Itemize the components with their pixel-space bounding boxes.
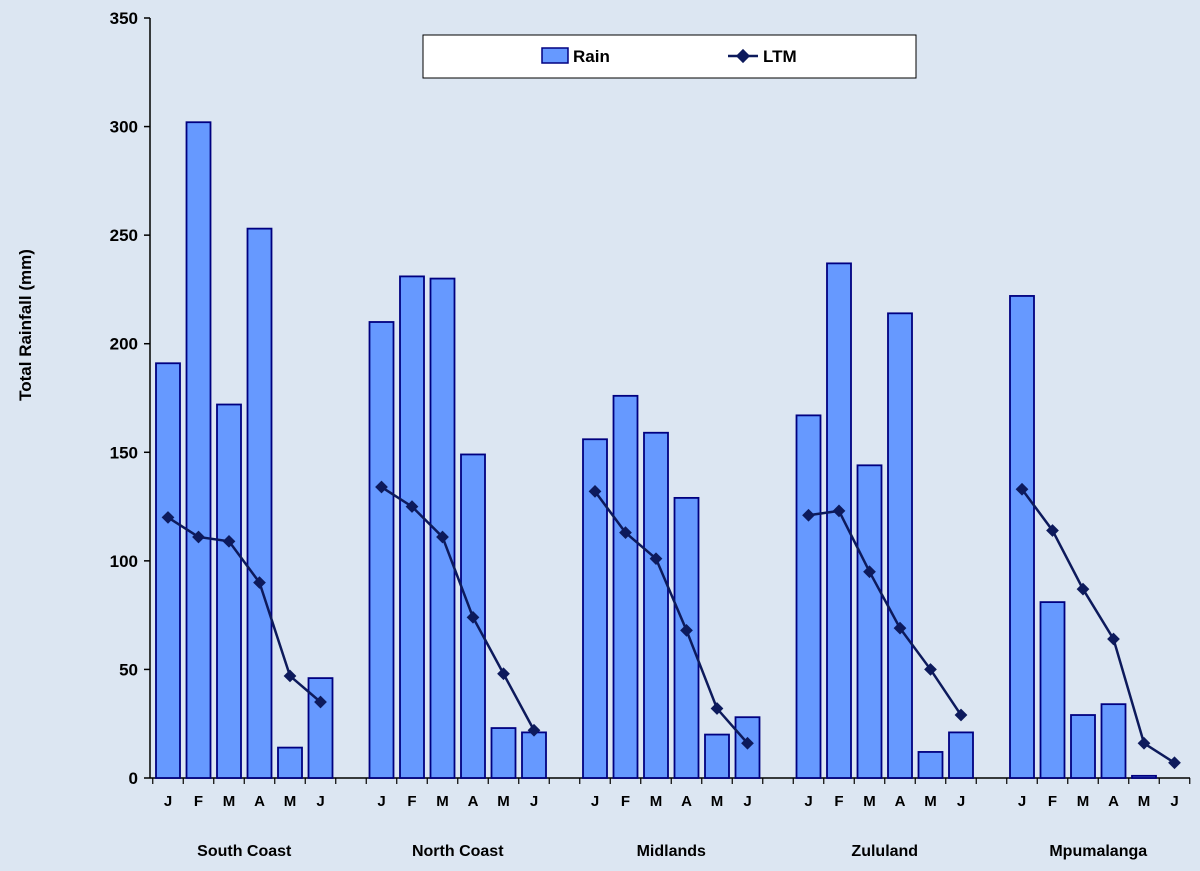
month-label: M (863, 793, 876, 810)
month-label: J (743, 793, 751, 810)
rain-bar (368, 321, 395, 779)
rain-bar (399, 275, 425, 779)
month-label: F (194, 793, 203, 810)
month-label: J (1170, 793, 1178, 810)
month-label: A (468, 793, 479, 810)
rain-bar (1100, 703, 1127, 779)
y-tick-label: 350 (110, 9, 138, 28)
rain-bar (246, 227, 273, 779)
rain-bar (612, 394, 639, 779)
rain-bar (948, 731, 974, 779)
month-label: A (681, 793, 692, 810)
rain-bar (917, 751, 944, 779)
axis-labels: 0 50 100 150 200 250 300 350 J F M A M J South Coast J F… (110, 9, 1179, 860)
ltm-marker (405, 500, 419, 513)
y-tick-label: 300 (110, 118, 138, 137)
month-label: M (924, 793, 937, 810)
month-label: F (1048, 793, 1057, 810)
month-label: F (621, 793, 630, 810)
month-label: A (1108, 793, 1119, 810)
ltm-marker (375, 480, 388, 494)
month-label: J (164, 793, 172, 810)
rain-bar (795, 414, 822, 779)
month-label: M (497, 793, 510, 810)
ltm-series-line (593, 490, 749, 745)
month-label: M (1138, 793, 1151, 810)
region-label: Mpumalanga (1049, 843, 1147, 860)
rain-bar (185, 121, 212, 779)
region-label: Zululand (851, 843, 918, 860)
rain-bar (1009, 295, 1035, 779)
legend-box (422, 34, 917, 79)
month-label: J (530, 793, 538, 810)
rain-bar (490, 727, 517, 779)
region-label: South Coast (197, 843, 292, 860)
legend-rain-label: Rain (573, 47, 610, 66)
month-label: M (223, 793, 236, 810)
y-tick-label: 0 (129, 769, 138, 788)
month-label: J (591, 793, 599, 810)
rain-bar (277, 746, 303, 779)
ltm-marker (1168, 756, 1181, 770)
month-label: M (284, 793, 297, 810)
month-label: A (254, 793, 265, 810)
region-label: North Coast (412, 843, 504, 860)
rain-bar (673, 496, 700, 779)
legend-ltm-label: LTM (763, 47, 797, 66)
legend-rain-swatch (541, 47, 569, 64)
y-tick-label: 150 (110, 443, 138, 462)
rain-bar (1131, 774, 1157, 779)
ltm-marker (1137, 736, 1151, 750)
ltm-series-line (380, 485, 536, 731)
rain-bar (216, 403, 242, 779)
rain-bar (521, 731, 547, 779)
rain-bar (887, 312, 913, 779)
month-label: M (650, 793, 663, 810)
ltm-marker (1107, 632, 1120, 646)
month-label: M (436, 793, 449, 810)
month-label: M (711, 793, 724, 810)
ltm-marker (497, 667, 510, 681)
ltm-series-line (1020, 488, 1176, 764)
month-label: F (834, 793, 843, 810)
rain-bar (856, 464, 883, 779)
month-label: J (377, 793, 385, 810)
rain-bar (826, 262, 852, 779)
y-tick-label: 200 (110, 335, 138, 354)
rain-bars (155, 121, 1157, 779)
month-label: J (804, 793, 812, 810)
ltm-marker (1076, 582, 1090, 596)
rain-bar (704, 733, 730, 779)
month-label: J (957, 793, 965, 810)
y-tick-label: 100 (110, 552, 138, 571)
month-label: F (407, 793, 416, 810)
y-tick-label: 250 (110, 226, 138, 245)
month-label: A (895, 793, 906, 810)
legend: Rain LTM (422, 34, 917, 79)
month-label: M (1077, 793, 1090, 810)
rain-bar (643, 431, 669, 779)
rain-bar (307, 677, 334, 779)
y-axis-title: Total Rainfall (mm) (16, 249, 35, 401)
rain-bar (1039, 601, 1066, 779)
rain-bar (155, 362, 181, 779)
legend-ltm-marker (735, 48, 751, 64)
month-label: J (316, 793, 324, 810)
ltm-series-line (167, 516, 322, 703)
region-label: Midlands (637, 843, 706, 860)
month-label: J (1018, 793, 1026, 810)
rain-bar (1070, 714, 1096, 779)
y-tick-label: 50 (119, 660, 138, 679)
